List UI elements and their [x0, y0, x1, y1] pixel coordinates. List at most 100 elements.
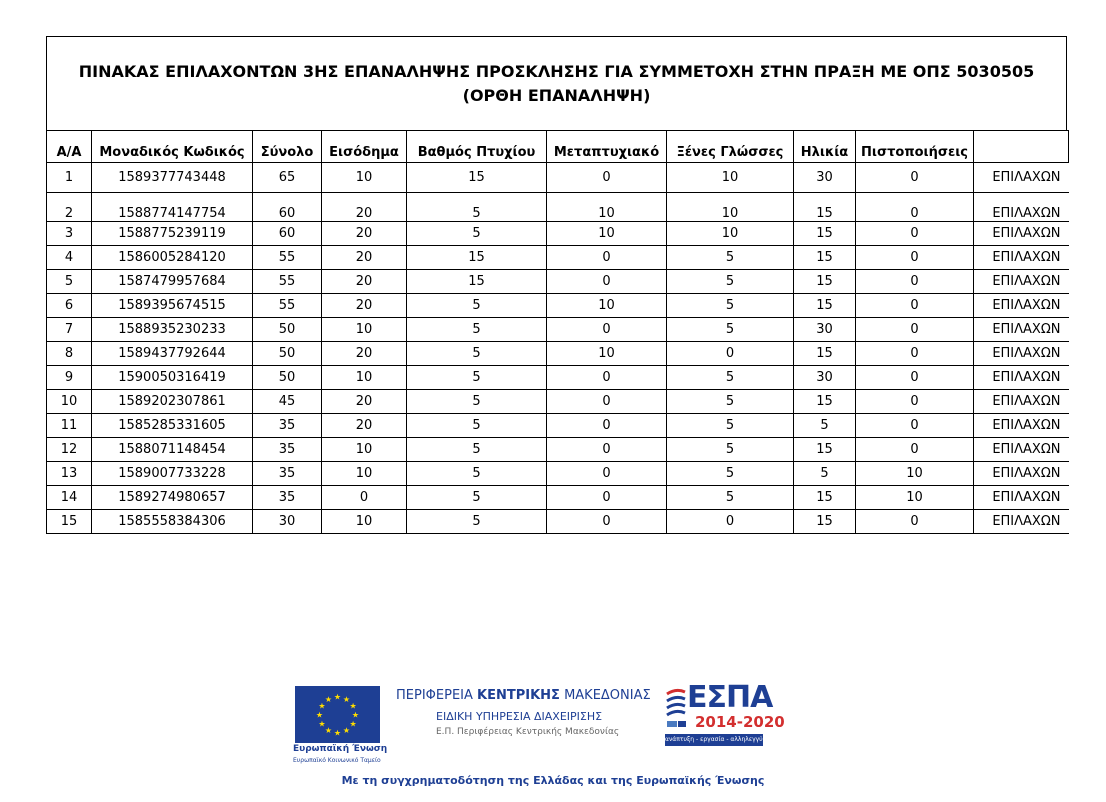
- table-cell: 20: [321, 192, 407, 222]
- star-icon: ★: [316, 711, 323, 720]
- table-row: 3 1588775239119 60 20 5 10 10 15 0 ΕΠΙΛΑΧΩΝ: [46, 221, 1069, 246]
- table-cell: 15: [46, 509, 92, 534]
- table-cell: 1589274980657: [91, 485, 253, 510]
- table-cell: 1590050316419: [91, 365, 253, 390]
- table-cell: 10: [321, 509, 407, 534]
- eu-flag-logo: ★ ★★★★★★★★★★★: [295, 686, 380, 743]
- column-header: Ηλικία: [793, 130, 856, 163]
- table-cell: 15: [406, 162, 547, 193]
- table-cell: 30: [793, 317, 856, 342]
- status-cell: ΕΠΙΛΑΧΩΝ: [973, 413, 1069, 438]
- star-icon: ★: [318, 720, 325, 729]
- region-bold: ΚΕΝΤΡΙΚΗΣ: [477, 688, 560, 703]
- table-cell: 0: [855, 389, 974, 414]
- table-cell: 0: [546, 413, 667, 438]
- table-cell: 20: [321, 245, 407, 270]
- table-cell: 35: [252, 461, 322, 486]
- table-row: 11 1585285331605 35 20 5 0 5 5 0 ΕΠΙΛΑΧΩΝ: [46, 413, 1069, 438]
- espa-word: ΕΣΠΑ: [687, 680, 773, 715]
- star-icon: ★: [318, 702, 325, 711]
- table-cell: 0: [546, 269, 667, 294]
- status-cell: ΕΠΙΛΑΧΩΝ: [973, 269, 1069, 294]
- table-cell: 0: [855, 221, 974, 246]
- table-cell: 5: [666, 485, 794, 510]
- table-cell: 15: [793, 245, 856, 270]
- table-cell: 1589007733228: [91, 461, 253, 486]
- table-cell: 1585285331605: [91, 413, 253, 438]
- table-cell: 10: [321, 437, 407, 462]
- eu-label: Ευρωπαϊκή Ένωση: [293, 744, 388, 754]
- table-cell: 5: [406, 389, 547, 414]
- table-cell: 5: [406, 293, 547, 318]
- table-row: 7 1588935230233 50 10 5 0 5 30 0 ΕΠΙΛΑΧΩΝ: [46, 317, 1069, 342]
- column-header: Μοναδικός Κωδικός: [91, 130, 253, 163]
- table-row: 6 1589395674515 55 20 5 10 5 15 0 ΕΠΙΛΑΧΩΝ: [46, 293, 1069, 318]
- table-cell: 35: [252, 485, 322, 510]
- table-cell: 7: [46, 317, 92, 342]
- status-cell: ΕΠΙΛΑΧΩΝ: [973, 293, 1069, 318]
- table-cell: 0: [855, 192, 974, 222]
- status-cell: ΕΠΙΛΑΧΩΝ: [973, 162, 1069, 193]
- table-cell: 5: [406, 461, 547, 486]
- table-row: 4 1586005284120 55 20 15 0 5 15 0 ΕΠΙΛΑΧΩΝ: [46, 245, 1069, 270]
- table-cell: 0: [546, 317, 667, 342]
- table-cell: 15: [793, 269, 856, 294]
- column-header: Μεταπτυχιακό: [546, 130, 667, 163]
- table-cell: 10: [855, 485, 974, 510]
- table-cell: 4: [46, 245, 92, 270]
- column-header: Πιστοποιήσεις: [855, 130, 974, 163]
- table-cell: 0: [546, 461, 667, 486]
- table-row: 10 1589202307861 45 20 5 0 5 15 0 ΕΠΙΛΑΧΩΝ: [46, 389, 1069, 414]
- column-header: Α/Α: [46, 130, 92, 163]
- table-row: 8 1589437792644 50 20 5 10 0 15 0 ΕΠΙΛΑΧΩΝ: [46, 341, 1069, 366]
- results-table: Α/Α Μοναδικός Κωδικός Σύνολο Εισόδημα Βαθμός…: [46, 130, 1069, 534]
- star-icon: ★: [343, 695, 350, 704]
- table-row: 1 1589377743448 65 10 15 0 10 30 0 ΕΠΙΛΑΧΩΝ: [46, 162, 1069, 193]
- status-cell: ΕΠΙΛΑΧΩΝ: [973, 437, 1069, 462]
- table-cell: 0: [855, 437, 974, 462]
- table-cell: 30: [793, 162, 856, 193]
- table-cell: 5: [666, 317, 794, 342]
- table-cell: 60: [252, 192, 322, 222]
- cofunding-note: Με τη συγχρηματοδότηση της Ελλάδας και τ…: [341, 774, 765, 787]
- status-cell: ΕΠΙΛΑΧΩΝ: [973, 509, 1069, 534]
- table-cell: 65: [252, 162, 322, 193]
- table-cell: 1588935230233: [91, 317, 253, 342]
- table-cell: 0: [855, 341, 974, 366]
- table-cell: 1585558384306: [91, 509, 253, 534]
- table-cell: 0: [855, 293, 974, 318]
- espa-logo: ΕΣΠΑ 2014-2020 ανάπτυξη - εργασία - αλλη…: [665, 683, 785, 748]
- table-cell: 0: [855, 509, 974, 534]
- table-cell: 10: [666, 192, 794, 222]
- table-cell: 5: [406, 485, 547, 510]
- status-cell: ΕΠΙΛΑΧΩΝ: [973, 365, 1069, 390]
- table-cell: 10: [46, 389, 92, 414]
- table-cell: 30: [793, 365, 856, 390]
- table-row: 14 1589274980657 35 0 5 0 5 15 10 ΕΠΙΛΑΧΩΝ: [46, 485, 1069, 510]
- table-cell: 1589202307861: [91, 389, 253, 414]
- table-cell: 1586005284120: [91, 245, 253, 270]
- table-cell: 0: [546, 365, 667, 390]
- table-cell: 0: [855, 269, 974, 294]
- table-cell: 50: [252, 365, 322, 390]
- table-cell: 5: [666, 389, 794, 414]
- table-cell: 1587479957684: [91, 269, 253, 294]
- table-cell: 20: [321, 389, 407, 414]
- star-icon: ★: [334, 693, 341, 702]
- table-cell: 1589395674515: [91, 293, 253, 318]
- eu-sub-label: Ευρωπαϊκό Κοινωνικό Ταμείο: [293, 757, 381, 764]
- table-row: 2 1588774147754 60 20 5 10 10 15 0 ΕΠΙΛΑΧΩΝ: [46, 192, 1069, 222]
- table-row: 5 1587479957684 55 20 15 0 5 15 0 ΕΠΙΛΑΧΩΝ: [46, 269, 1069, 294]
- table-cell: 5: [46, 269, 92, 294]
- table-cell: 55: [252, 293, 322, 318]
- table-cell: 1588071148454: [91, 437, 253, 462]
- table-cell: 35: [252, 437, 322, 462]
- espa-slogan: ανάπτυξη - εργασία - αλληλεγγύη: [665, 734, 763, 746]
- status-cell: ΕΠΙΛΑΧΩΝ: [973, 341, 1069, 366]
- table-cell: 15: [793, 389, 856, 414]
- column-header: Εισόδημα: [321, 130, 407, 163]
- table-row: 12 1588071148454 35 10 5 0 5 15 0 ΕΠΙΛΑΧΩΝ: [46, 437, 1069, 462]
- star-icon: ★: [325, 695, 332, 704]
- title-line-2: (ΟΡΘΗ ΕΠΑΝΑΛΗΨΗ): [462, 85, 651, 105]
- table-cell: 14: [46, 485, 92, 510]
